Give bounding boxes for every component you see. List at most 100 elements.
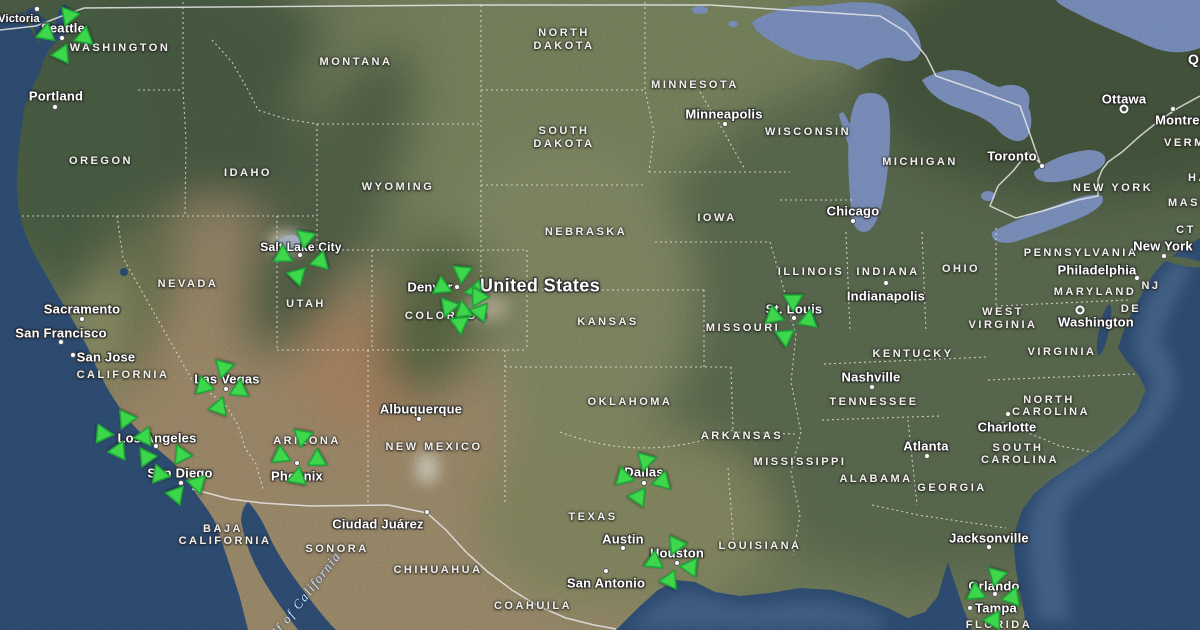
map-marker-triangle[interactable] [300, 446, 330, 476]
city-dot [34, 6, 40, 12]
map-marker-triangle[interactable] [68, 24, 96, 52]
region-label: INDIANA [856, 266, 920, 278]
city-label[interactable]: Québec [1188, 51, 1200, 67]
city-label[interactable]: Las Vegas [194, 371, 260, 387]
map-marker-triangle[interactable] [105, 438, 136, 469]
map-marker-triangle[interactable] [193, 374, 220, 401]
region-label: CT [1176, 224, 1196, 236]
region-label: WYOMING [361, 181, 435, 193]
region-label: NEW YORK [1072, 182, 1154, 194]
map-marker-triangle[interactable] [285, 462, 310, 487]
city-label[interactable]: Portland [28, 88, 84, 104]
map-marker-triangle[interactable] [283, 258, 314, 289]
region-label: WASHINGTON [69, 42, 171, 54]
map-marker-triangle[interactable] [163, 483, 191, 511]
map-marker-triangle[interactable] [792, 307, 820, 335]
map-marker-triangle[interactable] [450, 263, 474, 287]
map-marker-triangle[interactable] [762, 303, 790, 331]
city-dot [70, 352, 76, 358]
city-label[interactable]: Dallas [624, 464, 664, 480]
map-marker-triangle[interactable] [782, 292, 804, 314]
map-marker-triangle[interactable] [149, 462, 174, 487]
city-label[interactable]: Houston [649, 545, 705, 561]
city-label[interactable]: Ottawa [1101, 91, 1147, 107]
capital-dot [1075, 305, 1085, 315]
map-marker-triangle[interactable] [268, 442, 297, 471]
map-marker-triangle[interactable] [165, 442, 196, 473]
map-marker-triangle[interactable] [292, 227, 317, 252]
city-dot [992, 591, 998, 597]
city-dot [153, 443, 159, 449]
map-marker-triangle[interactable] [660, 532, 689, 561]
map-marker-triangle[interactable] [289, 426, 314, 451]
map-marker-triangle[interactable] [222, 376, 251, 405]
city-label[interactable]: San Jose [76, 349, 136, 365]
city-dot [869, 384, 875, 390]
region-label: BAJA [203, 523, 243, 535]
city-label[interactable]: San Antonio [566, 575, 646, 591]
map-marker-triangle[interactable] [641, 548, 672, 579]
region-label: NORTH [1023, 394, 1075, 406]
region-label: CALIFORNIA [178, 535, 272, 547]
map-marker-triangle[interactable] [676, 555, 700, 579]
map-marker-triangle[interactable] [48, 37, 77, 66]
city-label[interactable]: Chicago [826, 203, 880, 219]
city-label[interactable]: Ciudad Juárez [332, 516, 424, 532]
city-label[interactable]: Sacramento [43, 301, 121, 317]
city-dot [424, 509, 430, 515]
region-label: MICHIGAN [882, 156, 958, 168]
city-label[interactable]: San Francisco [15, 325, 107, 341]
map-marker-triangle[interactable] [110, 406, 139, 435]
map-marker-triangle[interactable] [93, 422, 117, 446]
city-label[interactable]: Nashville [841, 369, 901, 385]
map-marker-triangle[interactable] [647, 469, 674, 496]
map-marker-triangle[interactable] [182, 470, 209, 497]
city-label[interactable]: Jacksonville [949, 530, 1029, 546]
map-marker-triangle[interactable] [210, 357, 237, 384]
map-marker-triangle[interactable] [625, 480, 656, 511]
map-marker-triangle[interactable] [632, 450, 659, 477]
map-marker-triangle[interactable] [270, 242, 300, 272]
map-marker-triangle[interactable] [772, 320, 803, 351]
city-label[interactable]: New York [1133, 238, 1193, 254]
city-label[interactable]: Atlanta [903, 438, 949, 454]
map-marker-triangle[interactable] [467, 295, 498, 326]
map-marker-triangle[interactable] [448, 314, 472, 338]
city-label[interactable]: Montreal [1155, 112, 1200, 128]
city-label[interactable]: Charlotte [977, 419, 1037, 435]
region-label: MISSISSIPPI [753, 456, 847, 468]
city-dot [297, 252, 303, 258]
region-label: MISSOURI [705, 322, 781, 334]
region-label: GEORGIA [917, 482, 987, 494]
city-dot [791, 315, 797, 321]
city-label[interactable]: Tampa [975, 600, 1017, 616]
map-marker-triangle[interactable] [997, 585, 1022, 610]
map-marker-triangle[interactable] [305, 249, 332, 276]
city-label[interactable]: Philadelphia [1057, 262, 1137, 278]
map-marker-triangle[interactable] [130, 440, 161, 471]
map-marker-triangle[interactable] [438, 293, 463, 318]
city-label[interactable]: Washington [1058, 314, 1134, 330]
region-label: DAKOTA [533, 40, 595, 52]
map-marker-triangle[interactable] [656, 563, 685, 592]
map-marker-triangle[interactable] [613, 465, 640, 492]
map-marker-triangle[interactable] [33, 20, 64, 51]
map-marker-triangle[interactable] [462, 284, 492, 314]
map-marker-triangle[interactable] [983, 565, 1010, 592]
city-label[interactable]: Victoria [0, 13, 40, 25]
region-label: OHIO [941, 263, 981, 275]
map-marker-triangle[interactable] [130, 425, 154, 449]
map-marker-triangle[interactable] [206, 391, 234, 419]
map-marker-triangle[interactable] [429, 273, 458, 302]
city-label[interactable]: Albuquerque [379, 401, 463, 417]
map-marker-triangle[interactable] [54, 4, 82, 32]
map-marker-triangle[interactable] [980, 603, 1010, 630]
city-label[interactable]: Austin [602, 531, 644, 547]
city-label[interactable]: Minneapolis [685, 106, 763, 122]
city-label[interactable]: Toronto [987, 148, 1037, 164]
region-label: WEST [982, 306, 1024, 318]
map-marker-triangle[interactable] [963, 579, 992, 608]
region-label: ARKANSAS [700, 430, 784, 442]
city-label[interactable]: Indianapolis [846, 288, 926, 304]
